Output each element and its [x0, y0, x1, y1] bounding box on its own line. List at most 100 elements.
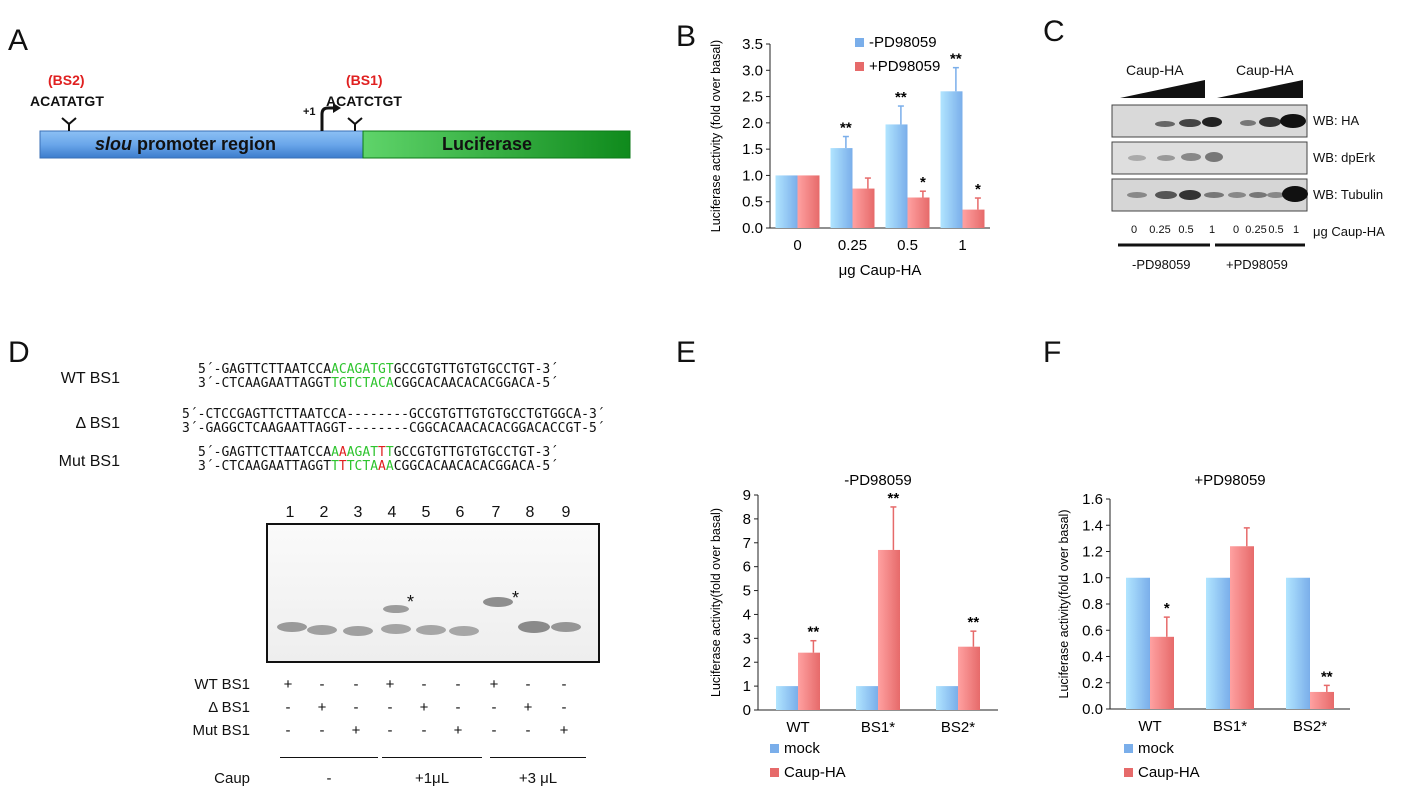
y-tick-label: 0.2	[1082, 675, 1103, 692]
lane-number: 6	[455, 504, 465, 521]
x-tick-label: WT	[1138, 718, 1161, 735]
dose-wedge-2-icon	[1217, 80, 1303, 98]
promoter-label: slou promoter region	[95, 134, 276, 155]
bar	[936, 686, 958, 710]
bar	[885, 124, 908, 228]
band	[1127, 192, 1147, 198]
legend-label: -PD98059	[869, 34, 937, 51]
legend-swatch	[1124, 768, 1133, 777]
band	[1204, 192, 1224, 198]
y-tick-label: 0.6	[1082, 622, 1103, 639]
band	[1155, 121, 1175, 127]
x-tick-label: BS1*	[1213, 718, 1247, 735]
bar	[830, 148, 853, 228]
legend-label: Caup-HA	[784, 764, 846, 781]
y-tick-label: 1.0	[742, 167, 763, 184]
shifted-band	[483, 597, 513, 607]
band	[1202, 117, 1222, 127]
seq-part: CGGCACAACACACGGACA-5´	[393, 376, 559, 391]
condition-mark: +	[283, 676, 293, 693]
free-probe-band	[277, 622, 307, 632]
free-probe-band	[449, 626, 479, 636]
seq-part: 3´-CTCAAGAATTAGGT	[198, 459, 332, 474]
x-tick-label: WT	[786, 719, 809, 736]
chart-b: 0.0 0.5 1.0 1.5 2.0 2.5 3.0 3.5 Luciferase activ…	[709, 34, 990, 279]
legend-swatch	[855, 62, 864, 71]
lane-number: 5	[421, 504, 431, 521]
condition-mark: -	[525, 722, 531, 739]
bar	[797, 175, 820, 228]
bar	[962, 209, 985, 228]
caup-group-line	[490, 757, 586, 758]
free-probe-band	[551, 622, 581, 632]
free-probe-band	[518, 621, 550, 633]
bs2-label: (BS2)	[48, 72, 85, 88]
seq-delta-top: 5´-CTCCGAGTTCTTAATCCA--------GCCGTGTTGTG…	[182, 407, 605, 422]
condition-label: WT BS1	[194, 676, 250, 693]
band	[1282, 186, 1308, 202]
significance-label: *	[1164, 600, 1170, 617]
western-blot-graphic	[1111, 80, 1308, 247]
lane-value: 0	[1130, 224, 1138, 236]
y-tick-label: 2	[743, 654, 751, 671]
seq-site: T	[385, 445, 394, 460]
chart-title: -PD98059	[844, 472, 912, 489]
legend-swatch	[770, 744, 779, 753]
y-tick-label: 6	[743, 559, 751, 576]
bar	[1150, 636, 1174, 709]
caup-group-label: +1μL	[414, 770, 450, 787]
significance-label: **	[950, 51, 962, 68]
chart-e: -PD98059 0 1 2 3 4 5 6 7 8 9 Luciferase activity(fo…	[709, 472, 998, 781]
luciferase-label: Luciferase	[442, 134, 533, 154]
y-tick-label: 0.5	[742, 194, 763, 211]
panel-label-e: E	[676, 336, 697, 369]
condition-mark: -	[421, 676, 427, 693]
shifted-band	[383, 605, 409, 613]
bar	[1126, 577, 1150, 709]
legend-label: mock	[1138, 740, 1174, 757]
significance-label: **	[968, 614, 980, 631]
gel-frame	[266, 523, 600, 663]
lane-number: 4	[387, 504, 397, 521]
chart-f: +PD98059 0.0 0.2 0.4 0.6 0.8 1.0 1.2 1.4 1.6 Lucif…	[1057, 472, 1350, 781]
seq-wt-top: 5´-GAGTTCTTAATCCAACAGATGTGCCGTGTTGTGTGCC…	[198, 363, 558, 377]
lane-values: 0 0.25 0.5 1 0 0.25 0.5 1	[1090, 218, 1420, 238]
condition-mark: -	[491, 722, 497, 739]
y-axis-label: Luciferase activity(fold over basal)	[1057, 510, 1071, 699]
condition-mark: -	[561, 699, 567, 716]
caup-group-line	[382, 757, 482, 758]
y-tick-label: 0	[743, 702, 751, 719]
legend-swatch	[855, 38, 864, 47]
y-tick-label: 2.0	[742, 115, 763, 132]
bs2-marker-icon	[61, 117, 77, 131]
bar	[776, 686, 798, 710]
dose-wedge-1-icon	[1120, 80, 1205, 98]
seq-name-wt: WT BS1	[60, 370, 120, 387]
lane-value: 0.5	[1178, 224, 1194, 236]
x-tick-label: BS1*	[861, 719, 895, 736]
x-tick-label: 0.25	[838, 237, 867, 254]
seq-part: GCCGTGTTGTGTGCCTGT-3´	[393, 362, 559, 377]
seq-part: 3´-CTCAAGAATTAGGT	[198, 376, 332, 391]
seq-site: ACAGATGT	[331, 362, 394, 377]
lane-value: 1	[1292, 224, 1300, 236]
lane-condition-table: WT BS1 + - - + - - + - - Δ BS1 - + - - + - - + - Mut BS1 - - + -…	[0, 670, 670, 800]
bar	[940, 91, 963, 228]
band	[1259, 117, 1281, 127]
y-tick-label: 8	[743, 511, 751, 528]
bar	[907, 197, 930, 228]
condition-mark: +	[453, 722, 463, 739]
band	[1249, 192, 1267, 198]
significance-label: **	[840, 120, 852, 137]
bar	[856, 686, 878, 710]
panel-label-c: C	[1043, 15, 1065, 48]
tss-arrowhead-icon	[333, 103, 341, 113]
significance-label: *	[975, 181, 981, 198]
promoter-box	[39, 130, 364, 159]
panel-label-f: F	[1043, 336, 1062, 369]
cond2-label: +PD98059	[1226, 257, 1288, 272]
seq-part: GCCGTGTTGTGTGCCTGT-3´	[393, 445, 559, 460]
condition-mark: -	[387, 699, 393, 716]
band	[1155, 191, 1177, 199]
bs1-marker-icon	[347, 117, 363, 131]
